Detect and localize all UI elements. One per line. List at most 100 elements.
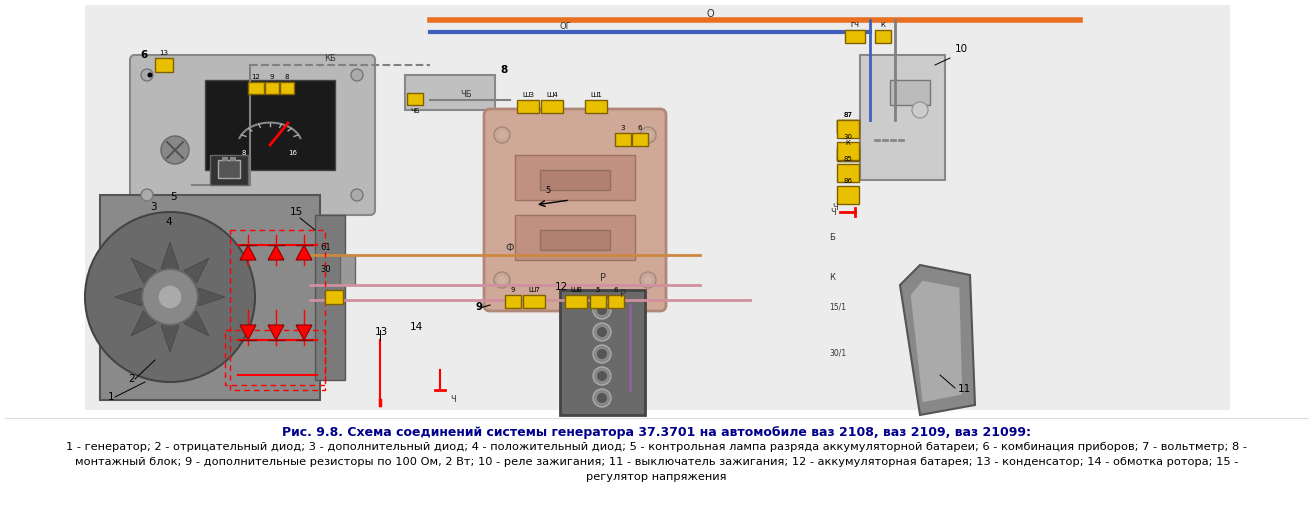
Text: ШЗ: ШЗ — [523, 92, 534, 98]
Bar — [523, 295, 545, 308]
Bar — [85, 5, 1230, 410]
Bar — [222, 157, 228, 161]
Circle shape — [639, 272, 656, 288]
Text: К: К — [846, 140, 851, 146]
Text: Ш1: Ш1 — [590, 92, 601, 98]
Circle shape — [593, 301, 611, 319]
Circle shape — [351, 69, 362, 81]
Text: 12: 12 — [252, 74, 260, 80]
Bar — [590, 295, 607, 308]
Circle shape — [593, 389, 611, 407]
FancyBboxPatch shape — [484, 109, 666, 311]
Text: Ш8: Ш8 — [570, 287, 582, 293]
Bar — [515, 155, 635, 200]
Circle shape — [593, 367, 611, 385]
Circle shape — [643, 276, 653, 284]
Text: 15: 15 — [290, 207, 303, 217]
Text: ГЧ: ГЧ — [851, 22, 860, 28]
Text: 3: 3 — [621, 125, 625, 131]
Text: 4: 4 — [165, 217, 172, 227]
Circle shape — [140, 189, 154, 201]
Polygon shape — [268, 245, 284, 260]
Text: 6: 6 — [140, 50, 147, 60]
Bar — [248, 82, 264, 94]
Polygon shape — [240, 245, 256, 260]
Polygon shape — [899, 265, 976, 415]
Bar — [836, 148, 859, 161]
Bar — [836, 164, 859, 182]
Text: 30: 30 — [843, 134, 852, 140]
Circle shape — [494, 272, 509, 288]
Polygon shape — [198, 288, 225, 306]
Text: 8: 8 — [285, 74, 289, 80]
Bar — [230, 230, 326, 390]
Polygon shape — [161, 326, 179, 352]
Text: Ш7: Ш7 — [528, 287, 540, 293]
Bar — [836, 120, 859, 138]
Text: 9: 9 — [475, 302, 482, 312]
Text: регулятор напряжения: регулятор напряжения — [586, 472, 727, 482]
Text: К: К — [881, 22, 885, 28]
Bar — [100, 195, 320, 400]
Bar — [874, 30, 892, 43]
Polygon shape — [131, 311, 156, 336]
Bar — [836, 120, 859, 133]
Polygon shape — [268, 325, 284, 340]
Text: Ш4: Ш4 — [546, 92, 558, 98]
Polygon shape — [910, 280, 962, 403]
Circle shape — [597, 305, 607, 315]
Circle shape — [147, 73, 152, 78]
Polygon shape — [184, 258, 209, 283]
Text: 3: 3 — [150, 202, 156, 212]
Bar — [836, 120, 859, 133]
Text: 8: 8 — [242, 150, 247, 156]
Circle shape — [142, 269, 198, 325]
Text: 15/1: 15/1 — [829, 303, 846, 312]
Text: Р: Р — [600, 273, 607, 283]
Text: 9: 9 — [269, 74, 274, 80]
Circle shape — [498, 276, 506, 284]
Circle shape — [597, 393, 607, 403]
Text: 1: 1 — [108, 392, 114, 402]
Bar — [326, 290, 343, 304]
Bar — [836, 148, 859, 161]
Bar — [404, 75, 495, 110]
Bar — [540, 170, 611, 190]
Text: 12: 12 — [555, 282, 569, 292]
Bar — [608, 295, 624, 308]
Text: 1 - генератор; 2 - отрицательный диод; 3 - дополнительный диод; 4 - положительны: 1 - генератор; 2 - отрицательный диод; 3… — [66, 442, 1247, 452]
Text: 85: 85 — [843, 156, 852, 162]
Bar — [586, 100, 607, 113]
Bar — [860, 55, 945, 180]
Text: 14: 14 — [410, 322, 423, 332]
Bar — [515, 215, 635, 260]
Bar — [315, 215, 345, 380]
Polygon shape — [184, 311, 209, 336]
Text: 5: 5 — [545, 186, 550, 195]
Circle shape — [494, 127, 509, 143]
Text: Ч: Ч — [830, 208, 836, 217]
Polygon shape — [161, 242, 179, 268]
Circle shape — [351, 189, 362, 201]
Text: 86: 86 — [843, 178, 852, 184]
Circle shape — [498, 131, 506, 139]
Text: Ч: Ч — [450, 395, 456, 404]
Text: 30: 30 — [320, 265, 331, 274]
Text: Рис. 9.8. Схема соединений системы генератора 37.3701 на автомобиле ваз 2108, ва: Рис. 9.8. Схема соединений системы генер… — [282, 426, 1031, 439]
Polygon shape — [295, 245, 312, 260]
Text: 87: 87 — [843, 112, 852, 118]
Text: 11: 11 — [958, 384, 972, 394]
Polygon shape — [116, 288, 142, 306]
Text: 6: 6 — [638, 125, 642, 131]
Bar — [517, 100, 540, 113]
Text: 13: 13 — [376, 327, 389, 337]
Polygon shape — [295, 325, 312, 340]
Text: 13: 13 — [159, 50, 168, 56]
Circle shape — [161, 136, 189, 164]
Text: монтажный блок; 9 - дополнительные резисторы по 100 Ом, 2 Вт; 10 - реле зажигани: монтажный блок; 9 - дополнительные резис… — [75, 457, 1238, 467]
Circle shape — [597, 327, 607, 337]
Circle shape — [597, 371, 607, 381]
Text: ЧБ: ЧБ — [410, 108, 420, 114]
Circle shape — [140, 69, 154, 81]
Bar — [632, 133, 649, 146]
